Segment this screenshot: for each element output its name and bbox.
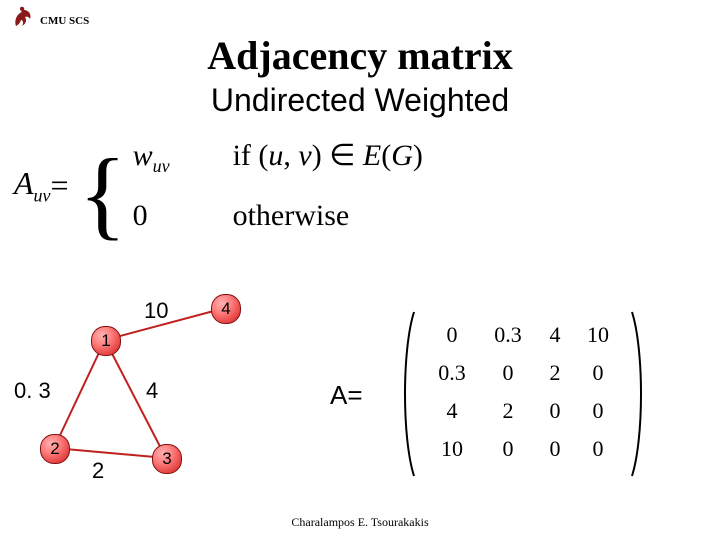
case1-paren: ( <box>381 139 391 172</box>
formula-lhs: Auv <box>14 165 51 206</box>
case1-G: G <box>391 139 413 172</box>
matrix-cell: 2 <box>536 360 574 386</box>
left-paren-icon <box>400 310 416 474</box>
edge-weight-label: 10 <box>144 298 168 324</box>
matrix-cell: 0 <box>536 436 574 462</box>
header: CMU SCS <box>12 6 89 35</box>
matrix-cell: 10 <box>574 322 622 348</box>
case-2: 0 otherwise <box>133 199 423 233</box>
brace-icon: { <box>79 149 127 239</box>
formula: Auv = { wuv if (u, v) ∈ E(G) 0 otherwise <box>14 138 423 233</box>
edge-weight-label: 4 <box>146 378 158 404</box>
case1-value: wuv <box>133 139 233 177</box>
matrix-cell: 4 <box>424 398 480 424</box>
graph-node: 2 <box>40 434 70 464</box>
matrix-cell: 0 <box>574 360 622 386</box>
case2-value: 0 <box>133 199 233 233</box>
case1-in: ) ∈ <box>312 139 363 172</box>
matrix-cell: 0 <box>536 398 574 424</box>
edge-weight-label: 2 <box>92 458 104 484</box>
case1-u: u <box>268 139 283 172</box>
case1-w: w <box>133 139 153 172</box>
header-org: CMU SCS <box>40 15 89 27</box>
case1-w-sub: uv <box>153 156 170 176</box>
matrix-cell: 2 <box>480 398 536 424</box>
page-subtitle: Undirected Weighted <box>0 82 720 119</box>
case1-v: v <box>298 139 311 172</box>
footer-author: Charalampos E. Tsourakakis <box>0 515 720 530</box>
matrix-cell: 0 <box>480 360 536 386</box>
adjacency-matrix: 00.34100.3020420010000 <box>400 310 646 474</box>
case1-comma: , <box>283 139 298 172</box>
matrix-cell: 0.3 <box>424 360 480 386</box>
matrix-grid: 00.34100.3020420010000 <box>416 310 630 474</box>
matrix-cell: 0.3 <box>480 322 536 348</box>
case1-paren2: ) <box>413 139 423 172</box>
matrix-cell: 10 <box>424 436 480 462</box>
matrix-cell: 0 <box>480 436 536 462</box>
graph-node: 3 <box>152 444 182 474</box>
formula-A-sub: uv <box>34 185 51 205</box>
formula-eq: = <box>51 167 69 204</box>
case2-condition: otherwise <box>233 199 350 233</box>
formula-cases: wuv if (u, v) ∈ E(G) 0 otherwise <box>133 138 423 233</box>
graph-node: 4 <box>211 294 241 324</box>
page-title: Adjacency matrix <box>0 32 720 79</box>
case1-if-prefix: if ( <box>233 139 269 172</box>
graph-diagram: 1423 100. 342 <box>16 286 256 496</box>
matrix-cell: 0 <box>574 398 622 424</box>
matrix-cell: 0 <box>574 436 622 462</box>
matrix-cell: 0 <box>424 322 480 348</box>
case1-condition: if (u, v) ∈ E(G) <box>233 138 423 173</box>
edge-weight-label: 0. 3 <box>14 378 51 404</box>
matrix-cell: 4 <box>536 322 574 348</box>
formula-A: A <box>14 165 34 201</box>
graph-node: 1 <box>91 326 121 356</box>
cmu-logo-icon <box>12 6 34 35</box>
matrix-label: A= <box>330 380 363 411</box>
case-1: wuv if (u, v) ∈ E(G) <box>133 138 423 177</box>
case1-E: E <box>363 139 381 172</box>
right-paren-icon <box>630 310 646 474</box>
